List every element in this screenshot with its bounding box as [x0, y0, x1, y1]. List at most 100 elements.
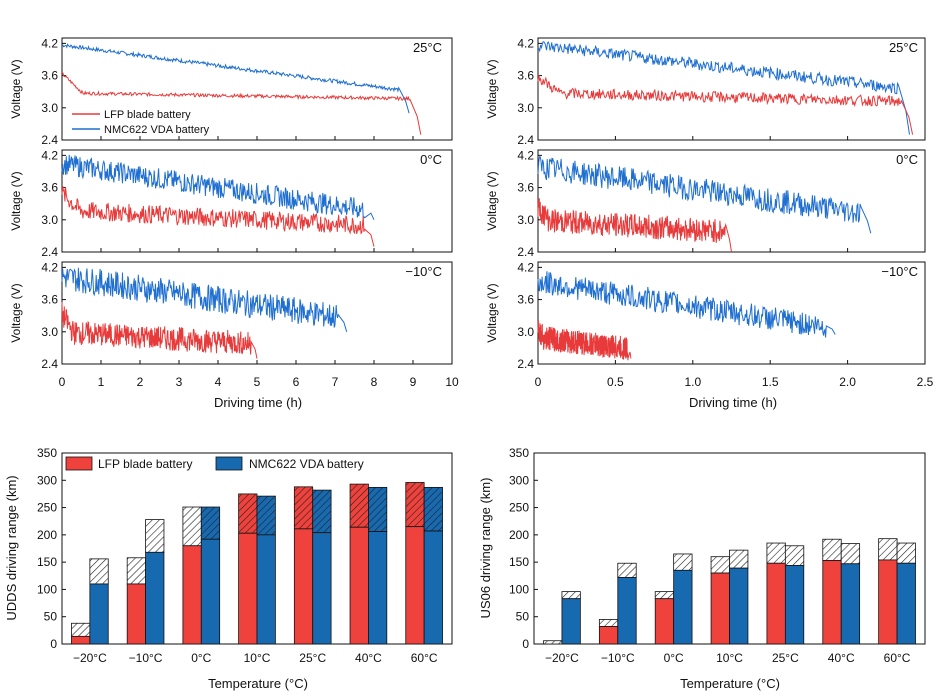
nmc-bar-solid	[840, 563, 861, 645]
x-tick-label: 7	[332, 375, 339, 389]
lfp-bar-solid	[71, 635, 91, 645]
udds-range-ylabel: UDDS driving range (km)	[4, 475, 19, 620]
udds-panel-0c-label: 0°C	[420, 152, 442, 167]
nmc-bar-hatched	[145, 519, 165, 553]
x-tick-label: −20°C	[545, 651, 579, 665]
y-tick-label: 2.4	[517, 245, 534, 259]
x-tick-label: 1.5	[762, 375, 779, 389]
lfp-bar-hatched	[654, 591, 675, 600]
nmc-bar-hatched	[200, 506, 221, 540]
y-tick-label: 3.6	[41, 293, 58, 307]
nmc-bar-hatched	[673, 553, 693, 571]
lfp-bar-solid	[878, 559, 898, 645]
y-tick-label: 150	[37, 555, 57, 569]
nmc-bar-hatched	[368, 486, 388, 532]
legend-nmc-label: NMC622 VDA battery	[104, 124, 210, 136]
y-axis-label: Voltage (V)	[485, 171, 499, 230]
us06-panel-25c-label: 25°C	[889, 40, 918, 55]
x-tick-label: 2	[137, 375, 144, 389]
lfp-bar-solid	[822, 560, 842, 645]
us06-voltage-x-ticks: 0 0.5 1.0 1.5 2.0 2.5	[535, 375, 934, 389]
lfp-bar-hatched	[543, 640, 563, 645]
lfp-voltage-trace	[537, 319, 632, 361]
y-tick-label: 4.2	[41, 148, 58, 162]
x-tick-label: 4	[215, 375, 222, 389]
x-tick-label: 0°C	[664, 651, 684, 665]
lfp-voltage-trace	[537, 198, 732, 253]
udds-voltage-legend: LFP blade battery NMC622 VDA battery	[72, 109, 210, 136]
us06-range-ylabel: US06 driving range (km)	[478, 478, 493, 619]
udds-range-plot: 0 50 100 150 200 250 300 350 −20°C −10°C 0°C 10°C 25…	[37, 446, 453, 665]
udds-panel-0c: 2.4 3.0 3.6 4.2 Voltage (V)	[9, 148, 453, 259]
panel-frame	[61, 261, 453, 365]
nmc-bar-solid	[200, 538, 221, 645]
nmc-bar-hatched	[312, 489, 332, 534]
lfp-bar-solid	[293, 528, 314, 645]
y-tick-label: 3.6	[517, 181, 534, 195]
legend-lfp-label: LFP blade battery	[104, 109, 191, 121]
lfp-voltage-trace	[61, 186, 375, 247]
udds-range-legend: LFP blade battery NMC622 VDA battery	[65, 456, 364, 471]
y-tick-label: 0	[50, 637, 57, 651]
x-tick-label: 0°C	[191, 651, 211, 665]
panel-frame	[537, 261, 926, 365]
x-tick-label: 40°C	[355, 651, 382, 665]
nmc-bar-solid	[145, 551, 165, 645]
us06-range-xlabel: Temperature (°C)	[680, 676, 780, 691]
x-tick-label: 9	[410, 375, 417, 389]
nmc-bar-solid	[312, 532, 332, 645]
x-tick-label: −10°C	[601, 651, 635, 665]
y-tick-label: 2.4	[517, 133, 534, 147]
x-tick-label: 25°C	[299, 651, 326, 665]
nmc-bar-hatched	[896, 542, 916, 564]
nmc-voltage-trace	[61, 267, 348, 332]
lfp-bar-hatched	[878, 538, 898, 561]
us06-voltage-chart: 2.4 3.0 3.6 4.2 Voltage (V) 2.4 3.0 3.6 4.2 Volt…	[485, 36, 934, 410]
x-tick-label: 2.5	[917, 375, 934, 389]
nmc-bar-hatched	[89, 558, 109, 585]
nmc-bar-hatched	[784, 545, 805, 566]
y-tick-label: 3.0	[517, 325, 534, 339]
x-tick-label: 10°C	[716, 651, 743, 665]
lfp-bar-hatched	[405, 482, 425, 528]
lfp-bar-solid	[766, 562, 786, 645]
legend-lfp-swatch	[65, 456, 93, 471]
x-tick-label: 10	[445, 375, 459, 389]
lfp-bar-solid	[405, 526, 425, 645]
lfp-bar-hatched	[238, 493, 258, 534]
y-tick-label: 50	[44, 610, 58, 624]
nmc-bar-solid	[256, 534, 276, 645]
x-tick-label: 25°C	[772, 651, 799, 665]
y-tick-label: 300	[509, 473, 529, 487]
x-tick-label: −10°C	[129, 651, 163, 665]
y-tick-label: 3.6	[41, 69, 58, 83]
x-tick-label: 60°C	[884, 651, 911, 665]
y-tick-label: 4.2	[517, 148, 534, 162]
y-tick-label: 150	[509, 555, 529, 569]
lfp-bar-solid	[182, 545, 202, 645]
y-tick-label: 200	[37, 528, 57, 542]
udds-voltage-x-ticks: 0 1 2 3 4 5 6 7 8 9 10	[59, 375, 459, 389]
y-axis-label: Voltage (V)	[485, 283, 499, 342]
udds-voltage-chart: 2.4 3.0 3.6 4.2 Voltage (V) 2.4 3.0 3.6 4.2 Volt…	[9, 36, 459, 410]
us06-voltage-xlabel: Driving time (h)	[689, 395, 777, 410]
y-tick-label: 200	[509, 528, 529, 542]
nmc-bar-solid	[729, 567, 749, 645]
lfp-voltage-trace	[537, 75, 914, 135]
nmc-voltage-trace	[537, 41, 910, 135]
lfp-bar-hatched	[710, 556, 730, 574]
nmc-voltage-trace	[537, 271, 836, 338]
nmc-bar-solid	[896, 562, 916, 645]
y-tick-label: 2.4	[517, 357, 534, 371]
y-tick-label: 3.0	[41, 325, 58, 339]
y-tick-label: 250	[509, 501, 529, 515]
y-axis-label: Voltage (V)	[9, 283, 23, 342]
y-tick-label: 3.6	[41, 181, 58, 195]
y-tick-label: 300	[37, 473, 57, 487]
y-tick-label: 3.0	[517, 101, 534, 115]
x-tick-label: 1	[98, 375, 105, 389]
y-tick-label: 2.4	[41, 245, 58, 259]
nmc-bar-solid	[561, 598, 581, 645]
y-tick-label: 3.0	[41, 101, 58, 115]
nmc-bar-solid	[89, 583, 109, 645]
